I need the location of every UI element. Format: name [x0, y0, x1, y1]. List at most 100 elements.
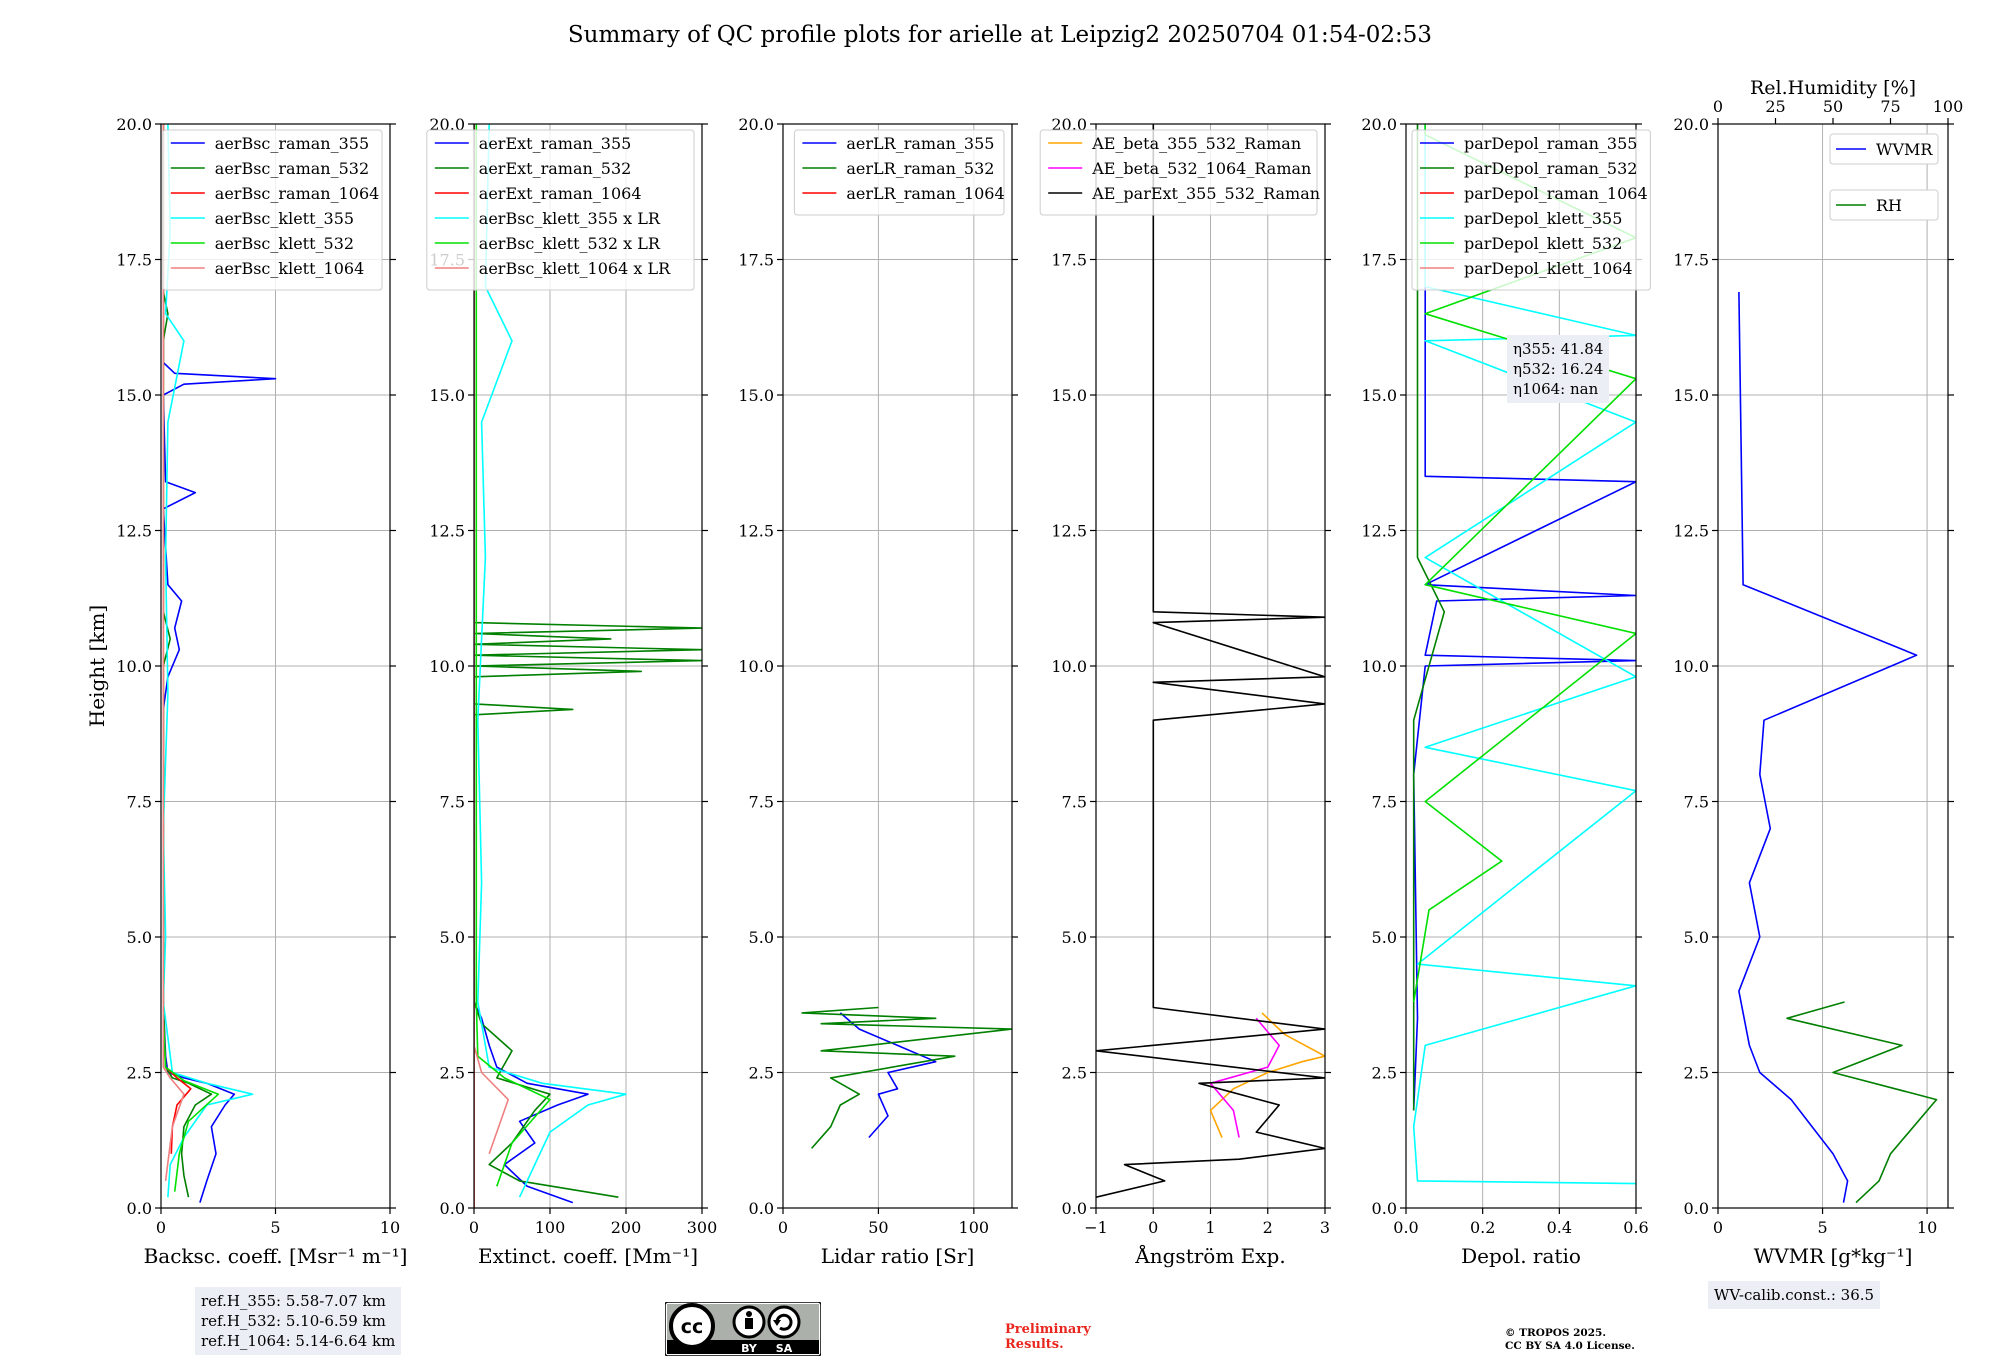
series-line-parDepol_raman_532 — [1412, 124, 1446, 1111]
y-tick-label: 17.5 — [1361, 251, 1397, 270]
x-axis-label: Backsc. coeff. [Msr⁻¹ m⁻¹] — [144, 1244, 408, 1268]
y-tick-label: 7.5 — [749, 793, 774, 812]
y-tick-label: 2.5 — [1372, 1064, 1397, 1083]
eta-355: η355: 41.84 — [1513, 340, 1604, 358]
series-group — [474, 124, 702, 1208]
x-tick-label: 0 — [156, 1218, 166, 1237]
series-line-aerLR_raman_532 — [801, 1006, 1012, 1149]
legend-label: aerLR_raman_1064 — [846, 184, 1004, 203]
y-tick-label: 10.0 — [1673, 657, 1709, 676]
preliminary-line-2: Results. — [1005, 1337, 1064, 1352]
y-tick-label: 10.0 — [738, 657, 774, 676]
legend-label: parDepol_raman_355 — [1464, 134, 1637, 153]
y-tick-label: 0.0 — [1062, 1199, 1087, 1218]
panel-2: 0.02.55.07.510.012.515.017.520.001002003… — [426, 115, 718, 1268]
series-line-aerBsc_klett_355 — [162, 124, 254, 1198]
y-tick-label: 0.0 — [1372, 1199, 1397, 1218]
legend-label: parDepol_raman_532 — [1464, 159, 1637, 178]
legend-label: parDepol_klett_532 — [1464, 234, 1622, 253]
series-group — [1738, 291, 1938, 1204]
eta-1064: η1064: nan — [1513, 380, 1599, 398]
y-tick-label: 12.5 — [1051, 522, 1087, 541]
legend-label: aerBsc_klett_355 — [215, 209, 354, 228]
eta-532: η532: 16.24 — [1513, 360, 1604, 378]
legend-box — [1039, 129, 1318, 216]
series-group — [801, 1006, 1012, 1149]
series-line-AE_parExt_355_532_Raman — [1096, 124, 1325, 1198]
legend-box — [426, 129, 695, 291]
x-tick-label: 50 — [868, 1218, 888, 1237]
series-line-aerBsc_klett_1064 x LR — [474, 124, 510, 1155]
y-tick-label: 5.0 — [1372, 928, 1397, 947]
x-tick-label: 5 — [270, 1218, 280, 1237]
y-tick-label: 15.0 — [429, 386, 465, 405]
y-tick-label: 20.0 — [1673, 115, 1709, 134]
copyright-note: © TROPOS 2025. CC BY SA 4.0 License. — [1505, 1327, 1635, 1353]
x-tick-label: 0.2 — [1470, 1218, 1495, 1237]
x-tick-label: 200 — [611, 1218, 642, 1237]
eta-box: η355: 41.84 η532: 16.24 η1064: nan — [1507, 335, 1610, 403]
y-tick-label: 15.0 — [1051, 386, 1087, 405]
x-tick-label: 0 — [469, 1218, 479, 1237]
x-axis-label: Depol. ratio — [1461, 1244, 1581, 1268]
x-axis-label: Ångström Exp. — [1134, 1243, 1285, 1268]
series-group — [1096, 124, 1325, 1198]
x-tick-label: −1 — [1084, 1218, 1108, 1237]
y-tick-label: 15.0 — [1361, 386, 1397, 405]
y-tick-label: 15.0 — [1673, 386, 1709, 405]
y-tick-label: 10.0 — [429, 657, 465, 676]
y-tick-label: 0.0 — [440, 1199, 465, 1218]
y-tick-label: 2.5 — [1062, 1064, 1087, 1083]
top-x-tick-label: 0 — [1713, 97, 1723, 116]
y-tick-label: 5.0 — [1684, 928, 1709, 947]
reference-heights-box: ref.H_355: 5.58-7.07 km ref.H_532: 5.10-… — [195, 1287, 402, 1355]
y-tick-label: 10.0 — [1361, 657, 1397, 676]
y-tick-label: 20.0 — [1051, 115, 1087, 134]
x-tick-label: 5 — [1817, 1218, 1827, 1237]
svg-text:cc: cc — [681, 1316, 704, 1338]
y-tick-label: 7.5 — [1684, 793, 1709, 812]
y-tick-label: 5.0 — [749, 928, 774, 947]
top-x-tick-label: 50 — [1823, 97, 1843, 116]
y-tick-label: 5.0 — [440, 928, 465, 947]
y-tick-label: 2.5 — [127, 1064, 152, 1083]
series-line-RH — [1786, 1001, 1938, 1204]
x-tick-label: 1 — [1205, 1218, 1215, 1237]
figure-title: Summary of QC profile plots for arielle … — [567, 22, 1433, 48]
x-tick-label: 10 — [1917, 1218, 1937, 1237]
legend-label: aerExt_raman_1064 — [479, 184, 642, 203]
top-axis-label: Rel.Humidity [%] — [1750, 77, 1916, 99]
y-tick-label: 10.0 — [116, 657, 152, 676]
x-tick-label: 0 — [1148, 1218, 1158, 1237]
series-line-WVMR — [1738, 291, 1918, 1203]
x-tick-label: 300 — [687, 1218, 718, 1237]
x-axis-label: Extinct. coeff. [Mm⁻¹] — [478, 1244, 698, 1268]
y-tick-label: 12.5 — [1361, 522, 1397, 541]
series-line-aerLR_raman_355 — [839, 1012, 937, 1139]
y-tick-label: 7.5 — [440, 793, 465, 812]
y-tick-label: 15.0 — [738, 386, 774, 405]
series-line-aerExt_raman_532 — [474, 124, 702, 1198]
legend-label: aerBsc_klett_1064 — [215, 259, 364, 278]
legend-label: aerBsc_klett_532 — [215, 234, 354, 253]
y-tick-label: 12.5 — [429, 522, 465, 541]
y-tick-label: 7.5 — [1372, 793, 1397, 812]
y-tick-label: 2.5 — [749, 1064, 774, 1083]
x-tick-label: 0 — [1713, 1218, 1723, 1237]
legend-label: aerBsc_klett_1064 x LR — [479, 259, 671, 278]
y-tick-label: 2.5 — [440, 1064, 465, 1083]
y-tick-label: 2.5 — [1684, 1064, 1709, 1083]
legend-label: AE_parExt_355_532_Raman — [1091, 184, 1320, 203]
series-line-AE_beta_532_1064_Raman — [1209, 1017, 1280, 1138]
legend-box — [1411, 129, 1651, 291]
x-tick-label: 100 — [959, 1218, 990, 1237]
x-tick-label: 100 — [535, 1218, 566, 1237]
x-tick-label: 3 — [1320, 1218, 1330, 1237]
series-line-AE_beta_355_532_Raman — [1209, 1012, 1325, 1138]
legend-box — [793, 129, 1005, 216]
x-tick-label: 10 — [380, 1218, 400, 1237]
x-tick-label: 2 — [1263, 1218, 1273, 1237]
legend-label: AE_beta_532_1064_Raman — [1091, 159, 1311, 178]
top-x-tick-label: 25 — [1765, 97, 1785, 116]
